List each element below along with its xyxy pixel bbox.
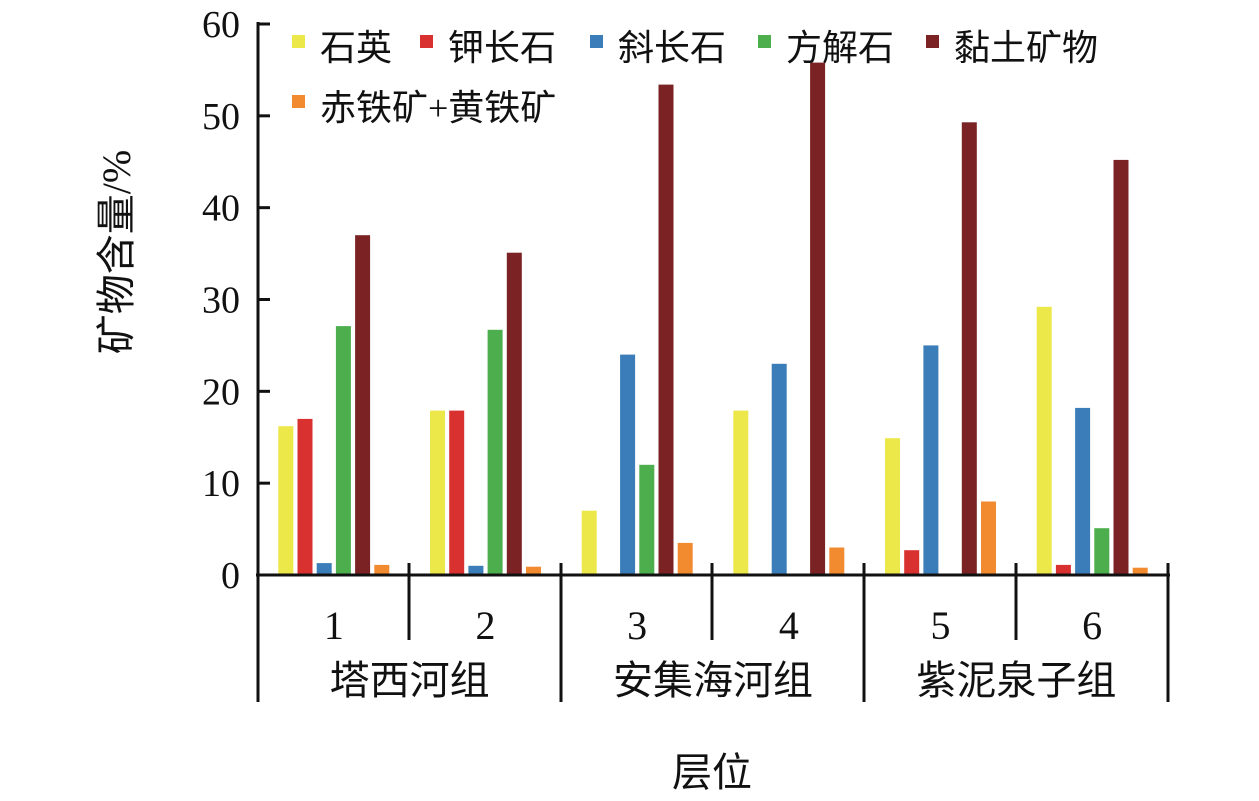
bar-赤铁矿+黄铁矿-5 [981, 501, 996, 575]
bar-钾长石-1 [297, 418, 313, 575]
legend-swatch [926, 35, 939, 48]
bar-斜长石-6 [1075, 407, 1091, 575]
bar-赤铁矿+黄铁矿-2 [526, 566, 541, 575]
y-tick-label: 10 [202, 463, 240, 505]
bar-赤铁矿+黄铁矿-4 [829, 547, 845, 575]
bar-黏土矿物-2 [506, 252, 522, 575]
bar-黏土矿物-1 [355, 235, 371, 575]
bar-斜长石-5 [923, 345, 939, 575]
category-label: 4 [779, 603, 799, 648]
bar-方解石-3 [639, 464, 655, 575]
legend-label: 黏土矿物 [954, 28, 1098, 68]
bar-赤铁矿+黄铁矿-3 [677, 542, 693, 575]
x-axis-title: 层位 [672, 750, 752, 795]
legend-swatch [590, 35, 603, 48]
group-label: 紫泥泉子组 [916, 658, 1116, 703]
group-label-layer: 塔西河组 安集海河组 紫泥泉子组 [330, 658, 1117, 703]
legend-swatch [292, 35, 305, 48]
bar-钾长石-5 [904, 550, 920, 575]
legend-swatch [758, 35, 771, 48]
y-tick-label: 50 [202, 96, 240, 138]
bar-石英-1 [278, 426, 294, 575]
bar-石英-4 [733, 410, 749, 575]
y-tick-label: 40 [202, 188, 240, 230]
category-label: 3 [627, 603, 647, 648]
y-tick-label: 20 [202, 371, 240, 413]
y-axis-title: 矿物含量/% [94, 150, 139, 354]
bar-黏土矿物-3 [658, 84, 674, 575]
bar-斜长石-3 [620, 354, 636, 575]
bar-黏土矿物-4 [810, 62, 826, 576]
legend-swatch [420, 35, 433, 48]
bar-斜长石-4 [771, 363, 787, 575]
legend-label: 石英 [320, 28, 392, 68]
y-tick-layer: 0 10 20 30 40 50 60 [202, 4, 240, 597]
category-label: 5 [931, 603, 951, 648]
legend-label: 方解石 [786, 28, 894, 68]
bar-黏土矿物-6 [1113, 159, 1129, 575]
bar-钾长石-2 [449, 410, 465, 575]
y-tick-label: 0 [221, 555, 240, 597]
bar-赤铁矿+黄铁矿-1 [374, 564, 390, 575]
axes-layer [256, 22, 1170, 702]
bar-石英-2 [430, 410, 445, 575]
bar-赤铁矿+黄铁矿-6 [1132, 567, 1148, 575]
bar-石英-5 [885, 438, 900, 575]
bar-方解石-6 [1094, 528, 1110, 575]
category-label: 1 [324, 603, 344, 648]
bar-钾长石-6 [1055, 564, 1071, 575]
legend-label: 钾长石 [448, 28, 556, 68]
legend-label: 赤铁矿+黄铁矿 [320, 88, 556, 128]
bar-斜长石-2 [468, 565, 484, 575]
category-label: 6 [1082, 603, 1102, 648]
bar-layer [278, 62, 1148, 576]
bar-斜长石-1 [316, 563, 332, 575]
category-label: 2 [476, 603, 496, 648]
group-label: 塔西河组 [330, 658, 490, 703]
legend-label: 斜长石 [618, 28, 726, 68]
bar-黏土矿物-5 [961, 122, 977, 576]
category-label-layer: 1 2 3 4 5 6 [324, 603, 1102, 648]
bar-方解石-1 [335, 326, 351, 575]
bar-石英-3 [581, 510, 597, 575]
bar-方解石-2 [487, 329, 503, 575]
y-tick-label: 60 [202, 4, 240, 46]
legend-swatch [292, 95, 305, 108]
group-label: 安集海河组 [613, 658, 813, 703]
bar-石英-6 [1036, 306, 1052, 575]
y-tick-label: 30 [202, 280, 240, 322]
